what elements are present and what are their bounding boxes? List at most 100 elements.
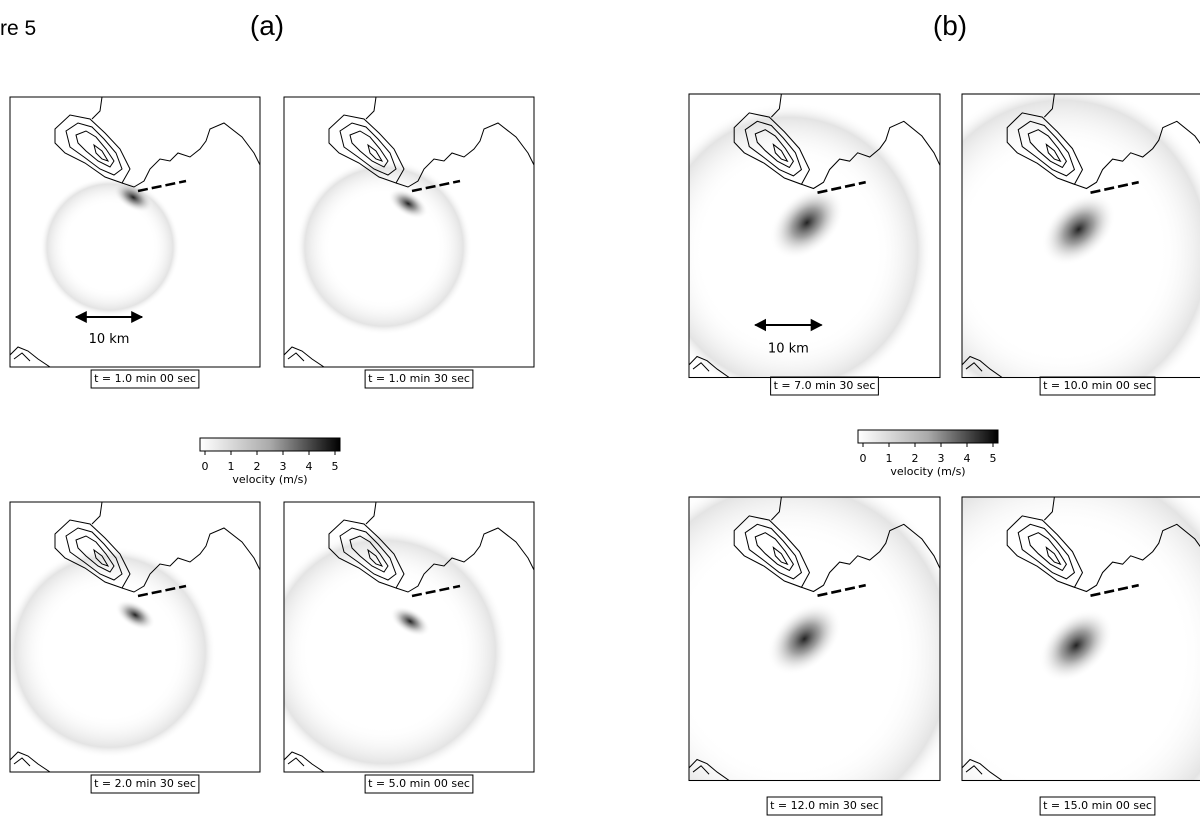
coastline bbox=[770, 94, 782, 118]
coastline bbox=[1043, 94, 1055, 118]
coastline bbox=[121, 122, 260, 188]
wave-front bbox=[10, 546, 216, 758]
colorbar-tick-label: 1 bbox=[228, 460, 235, 473]
coastline bbox=[287, 352, 305, 362]
breakwater bbox=[137, 584, 187, 598]
coastline bbox=[93, 143, 110, 162]
breakwater bbox=[817, 583, 866, 597]
map-content bbox=[962, 94, 1200, 378]
time-label-box bbox=[364, 369, 474, 389]
panel-frame bbox=[9, 501, 261, 773]
time-label-box bbox=[766, 796, 883, 816]
colorbar-tick-label: 4 bbox=[306, 460, 313, 473]
coastline bbox=[1006, 515, 1084, 588]
coastline bbox=[349, 130, 389, 168]
scale-label: 10 km bbox=[89, 332, 130, 347]
map-panel bbox=[961, 496, 1200, 782]
velocity-peak bbox=[769, 186, 844, 259]
breakwater bbox=[1090, 180, 1139, 194]
coastline bbox=[365, 502, 377, 525]
colorbar-tick-label: 0 bbox=[860, 452, 867, 465]
coastline bbox=[1074, 523, 1200, 593]
coastline bbox=[284, 346, 325, 367]
time-label: t = 7.0 min 30 sec bbox=[774, 379, 876, 392]
colorbar-tick-label: 5 bbox=[332, 460, 339, 473]
map-content bbox=[284, 97, 534, 367]
coastline bbox=[284, 751, 325, 772]
time-label-box bbox=[90, 774, 200, 794]
velocity-peak bbox=[1041, 193, 1116, 266]
colorbar-tick-label: 2 bbox=[912, 452, 919, 465]
coastline bbox=[75, 535, 115, 573]
map-content bbox=[689, 497, 940, 781]
coastline bbox=[1017, 120, 1076, 177]
coastline bbox=[65, 122, 123, 176]
map-panel: 10 km bbox=[688, 93, 941, 379]
coastline bbox=[328, 114, 405, 184]
map-content bbox=[10, 502, 260, 772]
coastline bbox=[689, 758, 730, 781]
coastline bbox=[733, 515, 811, 588]
coastline bbox=[287, 757, 305, 767]
velocity-peak bbox=[388, 188, 429, 219]
coastline bbox=[1017, 523, 1076, 580]
coastline bbox=[91, 502, 103, 525]
coastline bbox=[54, 519, 131, 589]
coastline bbox=[744, 120, 803, 177]
coastline bbox=[1027, 532, 1068, 572]
time-label: t = 1.0 min 00 sec bbox=[94, 372, 196, 385]
coastline bbox=[754, 129, 795, 169]
time-label-box bbox=[1039, 796, 1156, 816]
time-label: t = 5.0 min 00 sec bbox=[368, 777, 470, 790]
map-panel bbox=[688, 496, 941, 782]
group-label: (b) bbox=[933, 10, 967, 41]
coastline bbox=[1045, 546, 1062, 566]
time-label-box bbox=[90, 369, 200, 389]
coastline bbox=[801, 523, 940, 593]
coastline bbox=[1027, 129, 1068, 169]
colorbar-tick-label: 3 bbox=[280, 460, 287, 473]
breakwater bbox=[411, 584, 461, 598]
coastline bbox=[367, 143, 384, 162]
coastline bbox=[339, 527, 397, 581]
coastline bbox=[10, 751, 51, 772]
coastline bbox=[801, 120, 940, 190]
colorbar-tick-label: 1 bbox=[886, 452, 893, 465]
wave-front bbox=[40, 177, 180, 317]
colorbar-label: velocity (m/s) bbox=[232, 473, 307, 486]
map-panel bbox=[283, 501, 535, 773]
time-label: t = 1.0 min 30 sec bbox=[368, 372, 470, 385]
coastline bbox=[754, 532, 795, 572]
figure-label: re 5 bbox=[0, 17, 36, 40]
coastline bbox=[395, 527, 534, 593]
coastline bbox=[339, 122, 397, 176]
colorbar-tick-label: 3 bbox=[938, 452, 945, 465]
group-label: (a) bbox=[250, 10, 284, 41]
velocity-peak bbox=[115, 599, 156, 631]
map-content bbox=[284, 502, 534, 772]
time-label: t = 12.0 min 30 sec bbox=[770, 799, 879, 812]
coastline bbox=[1074, 120, 1200, 190]
coastline bbox=[965, 362, 983, 372]
time-label: t = 2.0 min 30 sec bbox=[94, 777, 196, 790]
coastline bbox=[10, 346, 51, 367]
coastline bbox=[772, 546, 789, 566]
coastline bbox=[367, 548, 384, 567]
coastline bbox=[770, 497, 782, 521]
coastline bbox=[965, 765, 983, 775]
map-content bbox=[962, 497, 1200, 781]
colorbar-tick-label: 5 bbox=[990, 452, 997, 465]
time-label-box bbox=[1039, 376, 1156, 396]
coastline bbox=[962, 758, 1003, 781]
panel-frame bbox=[961, 496, 1200, 782]
coastline bbox=[689, 355, 730, 378]
coastline bbox=[349, 535, 389, 573]
coastline bbox=[692, 362, 710, 372]
coastline bbox=[1006, 112, 1084, 185]
coastline bbox=[91, 97, 103, 120]
wave-front bbox=[296, 159, 472, 335]
time-label: t = 10.0 min 00 sec bbox=[1043, 379, 1152, 392]
velocity-peak bbox=[390, 606, 431, 637]
